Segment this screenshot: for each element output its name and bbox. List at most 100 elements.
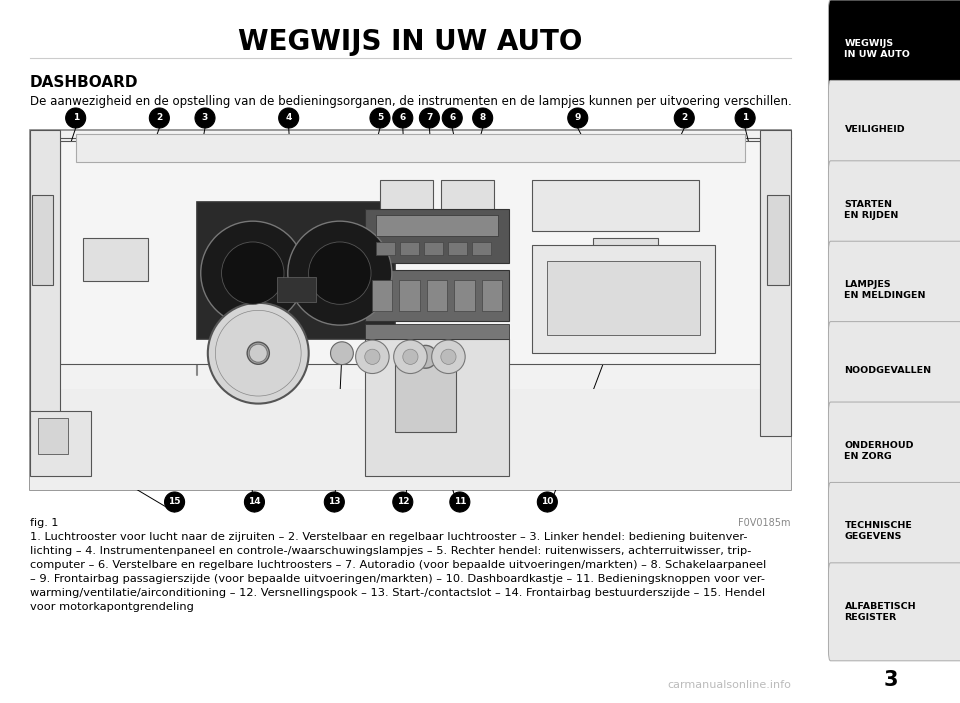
Text: LAMPJES
EN MELDINGEN: LAMPJES EN MELDINGEN [845, 280, 926, 300]
Bar [365, 324, 510, 339]
Circle shape [393, 492, 413, 512]
Bar [471, 242, 491, 255]
Circle shape [308, 242, 371, 304]
Bar [372, 280, 393, 311]
Bar [376, 242, 396, 255]
FancyBboxPatch shape [828, 482, 960, 581]
Bar [60, 141, 760, 364]
Bar [454, 280, 474, 311]
FancyBboxPatch shape [828, 80, 960, 179]
Text: 5: 5 [377, 113, 383, 122]
Bar [376, 214, 497, 236]
Circle shape [65, 108, 85, 128]
FancyBboxPatch shape [828, 402, 960, 500]
Circle shape [324, 492, 345, 512]
Bar [400, 242, 419, 255]
Circle shape [195, 108, 215, 128]
Bar [424, 242, 443, 255]
Text: 14: 14 [248, 498, 261, 506]
Bar [760, 130, 791, 436]
Text: fig. 1: fig. 1 [30, 518, 59, 528]
Bar [30, 411, 91, 476]
Circle shape [330, 342, 353, 365]
FancyBboxPatch shape [30, 130, 791, 490]
Circle shape [365, 349, 380, 364]
Circle shape [674, 108, 694, 128]
FancyBboxPatch shape [828, 241, 960, 340]
Text: 7: 7 [426, 113, 433, 122]
Bar [276, 277, 316, 302]
Text: 10: 10 [541, 498, 554, 506]
Text: STARTEN
EN RIJDEN: STARTEN EN RIJDEN [845, 200, 899, 220]
Text: 13: 13 [328, 498, 341, 506]
Circle shape [394, 340, 427, 373]
Bar [198, 202, 396, 339]
Circle shape [432, 340, 466, 373]
Bar [32, 195, 54, 285]
Text: 6: 6 [399, 113, 406, 122]
Text: 11: 11 [453, 498, 467, 506]
Text: TECHNISCHE
GEGEVENS: TECHNISCHE GEGEVENS [845, 522, 912, 541]
Circle shape [164, 492, 184, 512]
Circle shape [403, 349, 418, 364]
Text: 8: 8 [480, 113, 486, 122]
Circle shape [150, 108, 169, 128]
Text: 6: 6 [449, 113, 455, 122]
Text: 12: 12 [396, 498, 409, 506]
Bar [84, 238, 148, 281]
Circle shape [441, 349, 456, 364]
Bar [37, 418, 68, 454]
Circle shape [567, 108, 588, 128]
Text: 1: 1 [742, 113, 748, 122]
Bar [593, 238, 658, 281]
Text: DASHBOARD: DASHBOARD [30, 75, 138, 90]
Circle shape [247, 342, 270, 364]
Circle shape [288, 221, 392, 325]
Text: NOODGEVALLEN: NOODGEVALLEN [845, 366, 931, 375]
Circle shape [538, 492, 558, 512]
Text: F0V0185m: F0V0185m [738, 518, 791, 528]
Circle shape [245, 492, 264, 512]
Bar [365, 271, 510, 321]
Text: 9: 9 [575, 113, 581, 122]
Text: 2: 2 [682, 113, 687, 122]
Bar [547, 262, 700, 335]
FancyBboxPatch shape [828, 322, 960, 420]
Bar [441, 181, 494, 217]
Bar [482, 280, 502, 311]
Bar [427, 280, 447, 311]
Circle shape [222, 242, 284, 304]
Circle shape [735, 108, 756, 128]
Bar [380, 181, 433, 217]
Text: VEILIGHEID: VEILIGHEID [845, 125, 905, 134]
Bar [399, 280, 420, 311]
Bar [365, 339, 510, 476]
Text: ALFABETISCH
REGISTER: ALFABETISCH REGISTER [845, 602, 916, 622]
Text: 1: 1 [73, 113, 79, 122]
FancyBboxPatch shape [828, 161, 960, 259]
Text: ONDERHOUD
EN ZORG: ONDERHOUD EN ZORG [845, 441, 914, 461]
Bar [532, 181, 700, 231]
Bar [767, 195, 789, 285]
Text: De aanwezigheid en de opstelling van de bedieningsorganen, de instrumenten en de: De aanwezigheid en de opstelling van de … [30, 95, 792, 108]
Bar [448, 242, 467, 255]
Bar [396, 361, 456, 432]
Text: WEGWIJS IN UW AUTO: WEGWIJS IN UW AUTO [238, 28, 583, 56]
Circle shape [393, 108, 413, 128]
Circle shape [472, 108, 492, 128]
Text: carmanualsonline.info: carmanualsonline.info [667, 680, 791, 690]
Circle shape [201, 221, 305, 325]
Circle shape [420, 108, 440, 128]
Circle shape [250, 344, 267, 362]
Bar [30, 389, 791, 490]
Circle shape [443, 108, 463, 128]
Bar [30, 130, 60, 436]
Bar [365, 209, 510, 263]
Text: 1. Luchtrooster voor lucht naar de zijruiten – 2. Verstelbaar en regelbaar lucht: 1. Luchtrooster voor lucht naar de zijru… [30, 532, 766, 612]
Circle shape [414, 345, 437, 368]
Circle shape [370, 108, 390, 128]
Text: 3: 3 [883, 670, 898, 690]
Bar [76, 134, 745, 162]
Circle shape [207, 303, 309, 404]
Circle shape [450, 492, 469, 512]
